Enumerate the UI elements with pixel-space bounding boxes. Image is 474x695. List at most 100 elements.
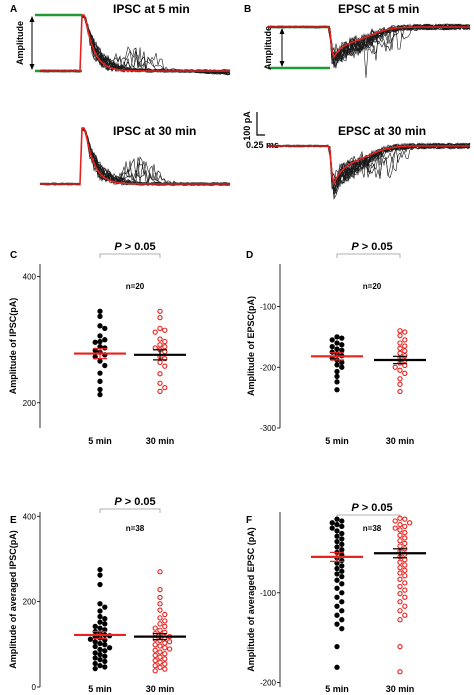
panel-letter: F xyxy=(246,515,252,526)
y-tick-label: -300 xyxy=(260,424,277,433)
panel-c-plot: C 200 400 Amplitude of IPSC(pA) P > 0.05 n=20… xyxy=(8,241,186,446)
amplitude-label: Amplitude xyxy=(263,26,273,70)
data-point-30min xyxy=(157,664,163,671)
data-point-30min xyxy=(402,348,408,354)
data-point-5min xyxy=(339,547,345,553)
average-trace xyxy=(268,26,470,59)
data-point-5min xyxy=(334,664,340,670)
data-point-5min xyxy=(334,368,340,375)
data-point-5min xyxy=(339,364,345,370)
category-label: 30 min xyxy=(146,684,175,694)
trace xyxy=(39,15,231,73)
trace xyxy=(39,15,231,73)
trace xyxy=(39,14,231,76)
trace xyxy=(267,23,471,69)
data-point-5min xyxy=(334,362,340,368)
data-point-30min xyxy=(152,625,158,631)
data-point-30min xyxy=(397,521,403,528)
data-point-30min xyxy=(157,336,163,342)
data-point-5min xyxy=(97,657,103,663)
data-point-5min xyxy=(334,373,340,380)
data-point-5min xyxy=(97,370,103,376)
y-axis-title: Amplitude of EPSC(pA) xyxy=(246,296,256,396)
trace xyxy=(39,15,231,75)
data-point-5min xyxy=(329,520,335,526)
data-point-5min xyxy=(334,571,340,577)
data-point-5min xyxy=(339,599,345,605)
trace xyxy=(267,142,471,192)
data-point-30min xyxy=(402,343,408,349)
data-point-5min xyxy=(334,379,340,385)
n-label: n=38 xyxy=(363,524,382,533)
y-tick-label: -200 xyxy=(260,679,277,688)
trace xyxy=(267,23,471,78)
trace xyxy=(267,142,471,190)
trace xyxy=(39,14,231,73)
data-point-5min xyxy=(334,565,340,572)
y-tick-label: 200 xyxy=(23,399,37,408)
y-tick-label: -100 xyxy=(260,589,277,598)
data-point-5min xyxy=(102,345,108,351)
data-point-30min xyxy=(406,520,413,526)
data-point-5min xyxy=(339,347,345,353)
data-point-5min xyxy=(97,333,103,339)
data-point-5min xyxy=(102,648,108,654)
trace xyxy=(267,142,471,199)
data-point-30min xyxy=(397,591,403,597)
data-point-30min xyxy=(397,543,403,549)
data-point-5min xyxy=(329,525,335,531)
data-point-30min xyxy=(402,562,408,568)
data-point-30min xyxy=(157,607,163,613)
data-point-5min xyxy=(329,343,335,350)
data-point-30min xyxy=(166,639,173,645)
panel-f-plot: F -100 -200 Amplitude of averaged EPSC (pA)… xyxy=(246,502,426,694)
data-point-30min xyxy=(157,587,163,593)
data-point-30min xyxy=(157,314,163,321)
amplitude-arrow-head-up xyxy=(29,16,35,22)
data-point-30min xyxy=(157,621,163,627)
data-point-5min xyxy=(97,358,103,364)
epsc-5min-traces xyxy=(267,23,471,78)
data-point-30min xyxy=(157,615,163,621)
significance-bracket xyxy=(336,514,401,519)
data-point-30min xyxy=(157,643,163,649)
data-point-30min xyxy=(162,640,168,646)
data-point-5min xyxy=(97,313,103,320)
data-point-30min xyxy=(397,583,403,590)
panel-a-letter: A xyxy=(10,4,17,15)
data-point-5min xyxy=(87,636,94,642)
data-point-30min xyxy=(397,599,403,605)
panel-b-letter: B xyxy=(244,4,251,15)
y-tick-label: 200 xyxy=(23,598,37,607)
data-point-5min xyxy=(102,616,108,622)
p-value: P > 0.05 xyxy=(114,496,155,508)
data-point-5min xyxy=(339,541,345,547)
data-point-30min xyxy=(402,567,408,573)
data-point-5min xyxy=(92,665,98,672)
trace xyxy=(39,14,231,75)
significance-bracket xyxy=(99,253,161,258)
data-point-5min xyxy=(334,387,340,393)
data-point-5min xyxy=(102,337,108,343)
data-point-30min xyxy=(152,329,158,335)
data-point-5min xyxy=(339,608,345,614)
data-point-5min xyxy=(339,530,345,537)
data-point-5min xyxy=(334,643,340,650)
trace xyxy=(39,15,231,74)
average-trace xyxy=(268,145,470,186)
amplitude-arrow-head-down xyxy=(29,64,35,70)
data-point-5min xyxy=(92,643,98,650)
data-point-5min xyxy=(102,604,108,610)
data-point-30min xyxy=(402,337,408,343)
data-point-30min xyxy=(152,657,158,664)
y-tick-label: 0 xyxy=(32,683,37,692)
data-point-30min xyxy=(392,518,398,524)
p-value: P > 0.05 xyxy=(351,502,392,514)
category-label: 30 min xyxy=(386,436,415,446)
scale-bar-x-label: 0.25 ms xyxy=(246,140,279,150)
data-point-30min xyxy=(157,627,163,633)
data-point-5min xyxy=(97,308,103,314)
data-point-5min xyxy=(334,577,340,583)
data-point-30min xyxy=(402,612,408,618)
